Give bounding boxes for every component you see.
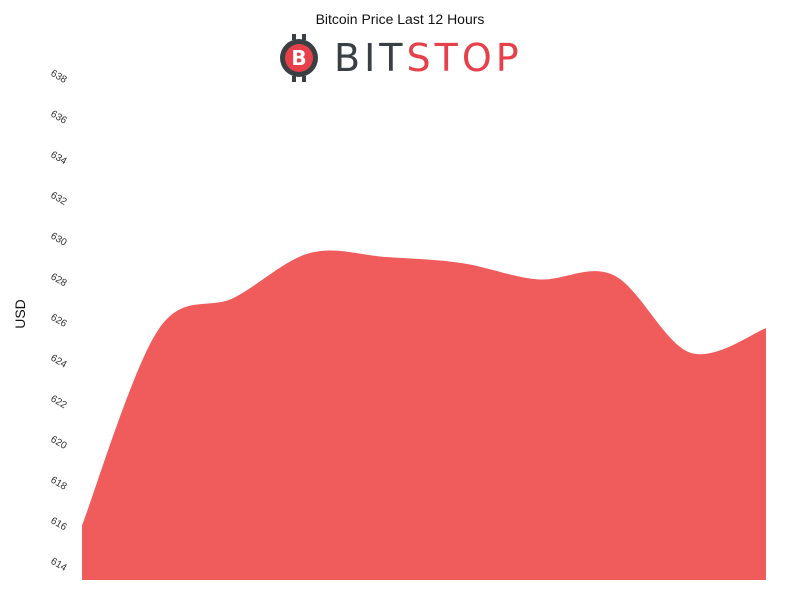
y-tick-label: 638 — [49, 68, 69, 86]
y-axis-ticks: 614 616 618 620 622 624 626 628 630 632 634 636 638 — [49, 68, 69, 574]
logo-text-bit: BIT — [334, 36, 407, 80]
y-tick-label: 628 — [49, 271, 69, 289]
y-tick-label: 630 — [49, 231, 69, 249]
bitstop-logo: B BITSTOP — [274, 33, 523, 83]
y-tick-label: 626 — [49, 312, 69, 330]
bitcoin-badge-icon: B — [280, 34, 318, 82]
y-tick-label: 636 — [49, 109, 69, 127]
y-tick-label: 634 — [49, 149, 69, 167]
chart-title: Bitcoin Price Last 12 Hours — [315, 11, 485, 27]
logo-badge-letter: B — [291, 46, 306, 70]
y-tick-label: 624 — [49, 353, 69, 371]
price-area — [82, 250, 766, 580]
y-tick-label: 632 — [49, 190, 69, 208]
y-tick-label: 622 — [49, 393, 69, 411]
logo-wordmark: BITSTOP — [334, 39, 523, 77]
y-tick-label: 614 — [49, 556, 69, 574]
y-tick-label: 616 — [49, 515, 69, 533]
y-tick-label: 618 — [49, 475, 69, 493]
logo-text-stop: STOP — [406, 36, 523, 80]
y-tick-label: 620 — [49, 434, 69, 452]
